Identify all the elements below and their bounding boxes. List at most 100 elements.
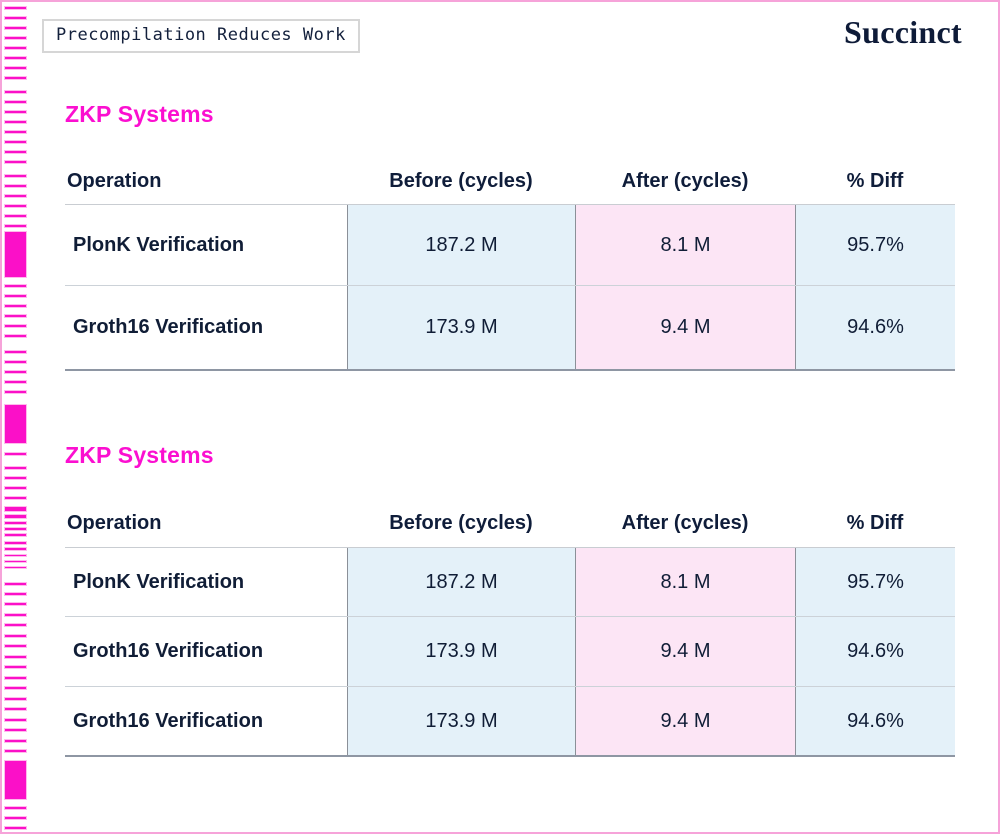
barcode-bar	[4, 634, 27, 638]
barcode-bar	[4, 110, 27, 114]
after-cell: 9.4 M	[575, 617, 795, 686]
after-cell: 8.1 M	[575, 205, 795, 285]
barcode-bar	[4, 56, 27, 60]
barcode-bar	[4, 533, 27, 537]
barcode-bar	[4, 16, 27, 20]
barcode-bar	[4, 184, 27, 188]
barcode-bar	[4, 665, 27, 669]
barcode-bar	[4, 547, 27, 551]
barcode-bar	[4, 554, 27, 557]
barcode-bar	[4, 370, 27, 374]
table-row: Groth16 Verification 173.9 M 9.4 M 94.6%	[65, 285, 955, 369]
barcode-bar	[4, 613, 27, 617]
column-header-diff: % Diff	[846, 169, 904, 192]
table-row: Groth16 Verification 173.9 M 9.4 M 94.6%	[65, 686, 955, 755]
barcode-bar	[4, 404, 27, 444]
barcode-bar	[4, 623, 27, 627]
table-header-row: Operation Before (cycles) After (cycles)…	[65, 508, 955, 538]
barcode-bar	[4, 26, 27, 30]
barcode-bar	[4, 194, 27, 198]
barcode-bar	[4, 160, 27, 164]
barcode-bar	[4, 560, 27, 563]
barcode-bar	[4, 760, 27, 800]
after-cell: 8.1 M	[575, 548, 795, 616]
barcode-bar	[4, 6, 27, 10]
table-body: PlonK Verification 187.2 M 8.1 M 95.7% G…	[65, 204, 955, 371]
barcode-bar	[4, 697, 27, 701]
barcode-bar	[4, 304, 27, 308]
barcode-bar	[4, 452, 27, 456]
table-body: PlonK Verification 187.2 M 8.1 M 95.7% G…	[65, 547, 955, 757]
slide-title-text: Precompilation Reduces Work	[56, 25, 346, 45]
barcode-bar	[4, 224, 27, 228]
barcode-bar	[4, 120, 27, 124]
barcode-bar	[4, 655, 27, 659]
barcode-bar	[4, 390, 27, 394]
section-title: ZKP Systems	[65, 101, 214, 127]
diff-cell: 94.6%	[795, 687, 955, 755]
before-cell: 173.9 M	[347, 286, 575, 369]
barcode-bar	[4, 739, 27, 743]
decorative-barcode	[4, 0, 28, 834]
before-cell: 173.9 M	[347, 687, 575, 755]
barcode-bar	[4, 749, 27, 753]
barcode-bar	[4, 466, 27, 470]
barcode-bar	[4, 130, 27, 134]
barcode-bar	[4, 100, 27, 104]
barcode-bar	[4, 718, 27, 722]
column-header-operation: Operation	[67, 169, 162, 192]
table-row: Groth16 Verification 173.9 M 9.4 M 94.6%	[65, 616, 955, 686]
barcode-bar	[4, 66, 27, 70]
before-cell: 173.9 M	[347, 617, 575, 686]
barcode-bar	[4, 360, 27, 364]
section-title: ZKP Systems	[65, 442, 214, 468]
operation-cell: PlonK Verification	[73, 570, 245, 593]
barcode-bar	[4, 686, 27, 690]
barcode-bar	[4, 541, 27, 545]
barcode-bar	[4, 324, 27, 328]
barcode-bar	[4, 707, 27, 711]
diff-cell: 95.7%	[795, 548, 955, 616]
column-header-before: Before (cycles)	[389, 511, 533, 534]
barcode-bar	[4, 514, 27, 519]
barcode-bar	[4, 486, 27, 490]
barcode-bar	[4, 644, 27, 648]
barcode-bar	[4, 592, 27, 596]
operation-cell: Groth16 Verification	[73, 709, 264, 732]
barcode-bar	[4, 728, 27, 732]
diff-cell: 94.6%	[795, 286, 955, 369]
zkp-section-1: ZKP Systems Operation Before (cycles) Af…	[65, 100, 955, 371]
table-row: PlonK Verification 187.2 M 8.1 M 95.7%	[65, 548, 955, 616]
barcode-bar	[4, 806, 27, 810]
column-header-after: After (cycles)	[621, 511, 749, 534]
barcode-bar	[4, 816, 27, 820]
barcode-bar	[4, 350, 27, 354]
zkp-section-2: ZKP Systems Operation Before (cycles) Af…	[65, 441, 955, 757]
table-header-row: Operation Before (cycles) After (cycles)…	[65, 166, 955, 196]
barcode-bar	[4, 334, 27, 338]
slide-title-box: Precompilation Reduces Work	[42, 19, 360, 53]
operation-cell: Groth16 Verification	[73, 640, 264, 662]
succinct-logo-text: Succinct	[844, 14, 962, 50]
barcode-bar	[4, 140, 27, 144]
column-header-before: Before (cycles)	[389, 169, 533, 192]
barcode-bar	[4, 506, 27, 512]
barcode-bar	[4, 476, 27, 480]
diff-cell: 94.6%	[795, 617, 955, 686]
barcode-bar	[4, 496, 27, 500]
barcode-bar	[4, 231, 27, 278]
barcode-bar	[4, 676, 27, 680]
column-header-operation: Operation	[67, 511, 162, 534]
after-cell: 9.4 M	[575, 286, 795, 369]
barcode-bar	[4, 582, 27, 586]
barcode-bar	[4, 36, 27, 40]
barcode-bar	[4, 521, 27, 525]
barcode-bar	[4, 150, 27, 154]
barcode-bar	[4, 602, 27, 606]
barcode-bar	[4, 826, 27, 830]
barcode-bar	[4, 314, 27, 318]
barcode-bar	[4, 90, 27, 94]
operation-cell: PlonK Verification	[73, 233, 245, 256]
barcode-bar	[4, 46, 27, 50]
before-cell: 187.2 M	[347, 205, 575, 285]
